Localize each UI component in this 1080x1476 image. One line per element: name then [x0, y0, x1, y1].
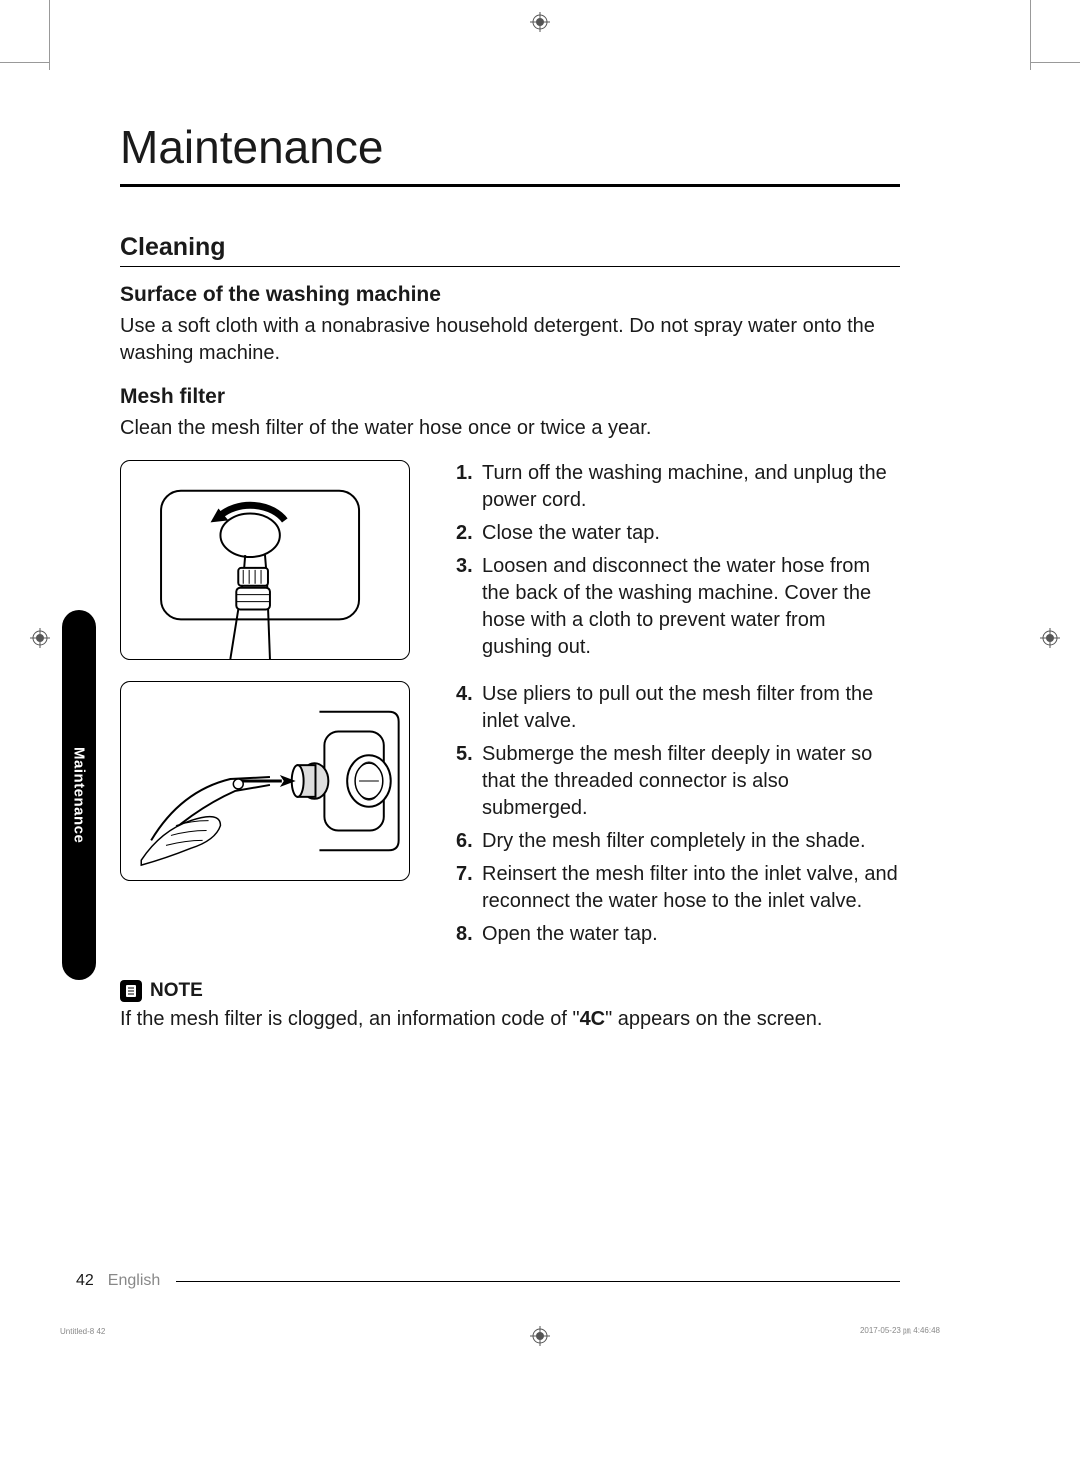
- note-code: 4C: [580, 1008, 606, 1030]
- figure-steps-row: Use pliers to pull out the mesh filter f…: [120, 681, 900, 954]
- footer-rule: [176, 1281, 900, 1282]
- body-text: Use a soft cloth with a nonabrasive hous…: [120, 313, 900, 367]
- crop-mark: [49, 0, 50, 70]
- crop-mark: [1030, 62, 1080, 63]
- note-text-part: If the mesh filter is clogged, an inform…: [120, 1008, 580, 1030]
- steps-list-a: Turn off the washing machine, and unplug…: [456, 460, 900, 667]
- steps-list-b: Use pliers to pull out the mesh filter f…: [456, 681, 900, 954]
- figure-disconnect-hose: [120, 460, 410, 660]
- page-title: Maintenance: [120, 120, 900, 187]
- imprint-right: 2017-05-23 ㏘ 4:46:48: [860, 1325, 940, 1336]
- note-icon: [120, 980, 142, 1002]
- step-item: Open the water tap.: [456, 921, 900, 948]
- subheading-mesh-filter: Mesh filter: [120, 385, 900, 409]
- footer-language: English: [108, 1272, 160, 1290]
- step-item: Dry the mesh filter completely in the sh…: [456, 828, 900, 855]
- note-text: If the mesh filter is clogged, an inform…: [120, 1006, 900, 1033]
- crop-mark: [0, 62, 50, 63]
- step-item: Use pliers to pull out the mesh filter f…: [456, 681, 900, 735]
- body-text: Clean the mesh filter of the water hose …: [120, 415, 900, 442]
- registration-mark-bottom: [530, 1326, 550, 1346]
- section-tab: Maintenance: [62, 610, 96, 980]
- page-footer: 42 English: [76, 1272, 900, 1290]
- note-header: NOTE: [120, 980, 900, 1002]
- step-item: Turn off the washing machine, and unplug…: [456, 460, 900, 514]
- figure-steps-row: Turn off the washing machine, and unplug…: [120, 460, 900, 667]
- figure-remove-filter: [120, 681, 410, 881]
- section-tab-label: Maintenance: [71, 747, 88, 843]
- registration-mark-top: [530, 12, 550, 32]
- imprint-left: Untitled-8 42: [60, 1327, 105, 1336]
- subheading-surface: Surface of the washing machine: [120, 283, 900, 307]
- step-item: Submerge the mesh filter deeply in water…: [456, 741, 900, 822]
- note-text-part: " appears on the screen.: [605, 1008, 822, 1030]
- registration-mark-right: [1040, 628, 1060, 648]
- note-label: NOTE: [150, 980, 203, 1002]
- page-content: Maintenance Cleaning Surface of the wash…: [120, 120, 900, 1296]
- step-item: Loosen and disconnect the water hose fro…: [456, 553, 900, 661]
- page-number: 42: [76, 1272, 94, 1290]
- step-item: Close the water tap.: [456, 520, 900, 547]
- crop-mark: [1030, 0, 1031, 70]
- registration-mark-left: [30, 628, 50, 648]
- step-item: Reinsert the mesh filter into the inlet …: [456, 861, 900, 915]
- section-heading-cleaning: Cleaning: [120, 233, 900, 267]
